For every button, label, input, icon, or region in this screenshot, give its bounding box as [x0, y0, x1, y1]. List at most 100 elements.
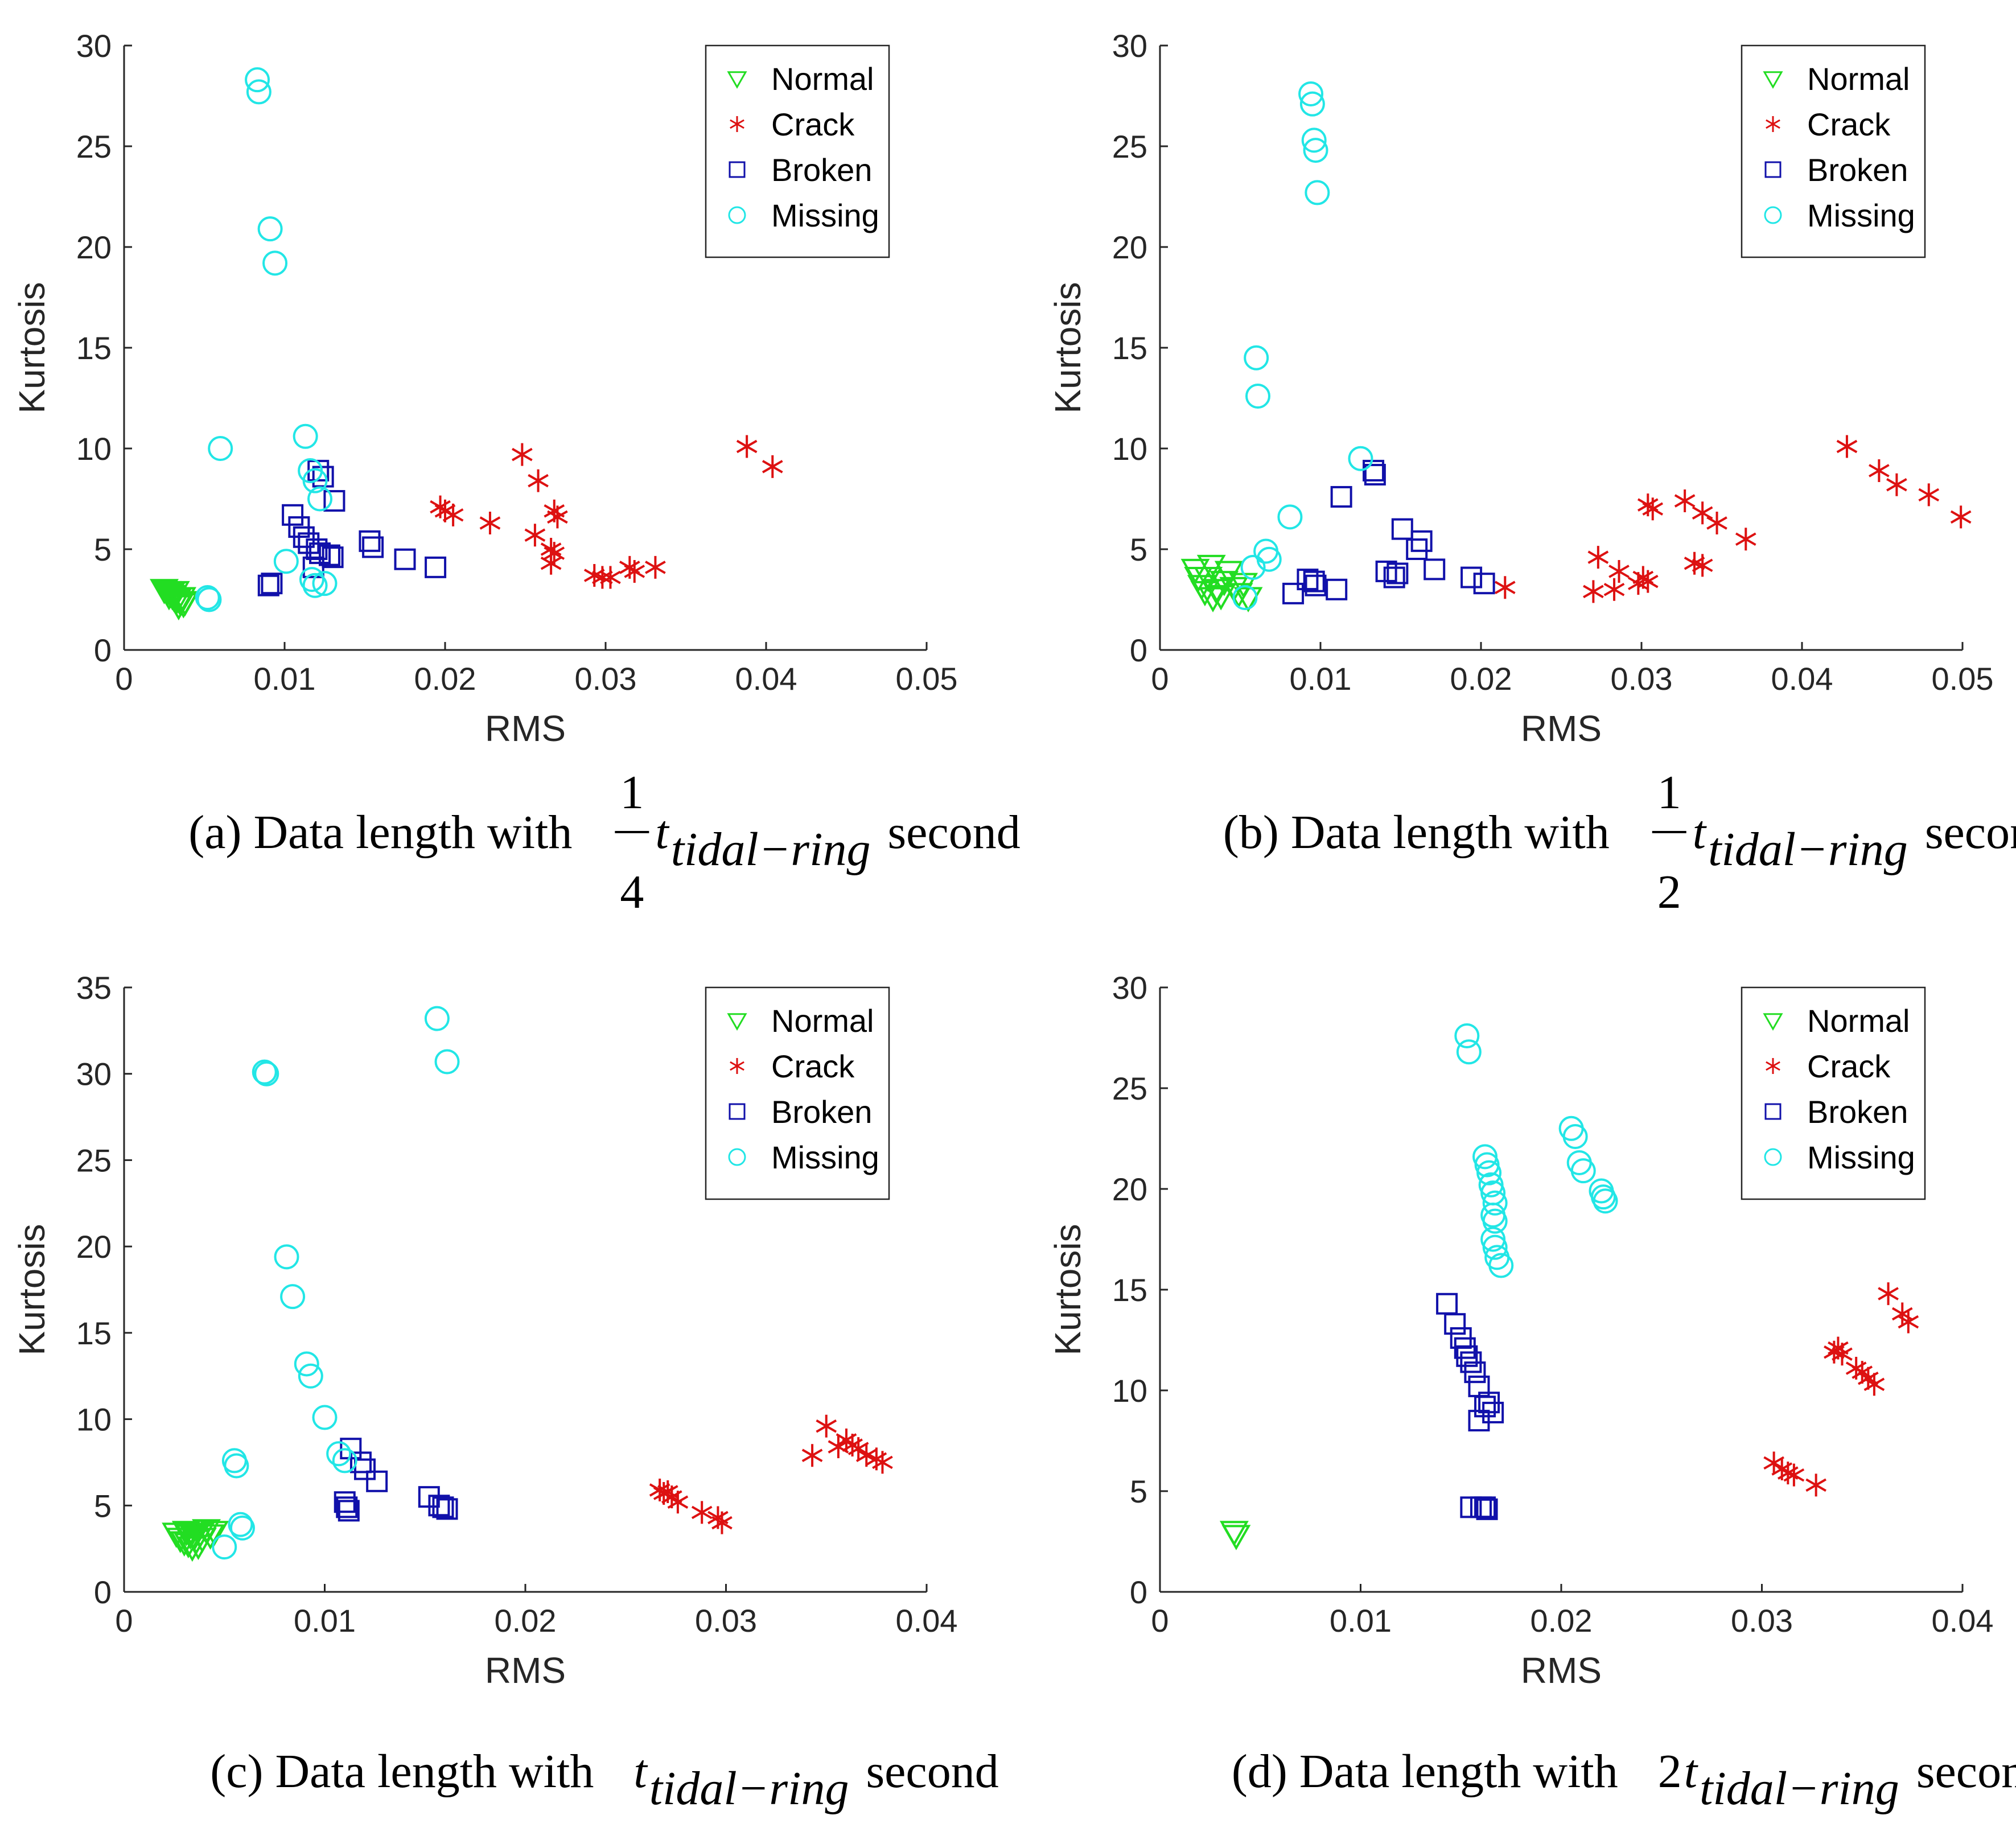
- data-point-missing: [195, 585, 220, 610]
- y-tick-label: 0: [94, 1574, 112, 1610]
- caption-subscript: tidal−ring: [649, 1762, 849, 1815]
- data-point-missing: [224, 1453, 249, 1479]
- x-axis-title: RMS: [1521, 1650, 1602, 1691]
- data-point-normal: [1180, 558, 1210, 585]
- data-point-broken: [306, 538, 328, 560]
- data-point-normal: [162, 589, 192, 615]
- series-normal: [150, 579, 200, 621]
- data-point-missing: [1299, 91, 1325, 117]
- data-point-crack: [1692, 501, 1713, 525]
- y-tick-label: 10: [1112, 1373, 1147, 1409]
- data-point-broken: [1436, 1293, 1458, 1315]
- y-tick-label: 25: [1112, 129, 1147, 164]
- data-point-broken: [293, 526, 315, 548]
- data-point-broken: [257, 574, 279, 596]
- data-point-normal: [170, 591, 200, 617]
- legend-label-broken: Broken: [771, 152, 872, 188]
- data-point-missing: [1474, 1152, 1500, 1178]
- y-axis-title: Kurtosis: [1047, 1224, 1088, 1355]
- legend-label-normal: Normal: [1807, 61, 1910, 97]
- legend-label-normal: Normal: [1807, 1003, 1910, 1039]
- data-point-normal: [174, 1533, 203, 1559]
- legend-label-missing: Missing: [1807, 197, 1915, 233]
- y-tick-label: 5: [1130, 1473, 1147, 1509]
- series-crack: [430, 435, 783, 589]
- data-point-crack: [1494, 576, 1516, 599]
- caption-subscript: tidal−ring: [1708, 823, 1908, 876]
- scatter-panel-2: 0 0.01 0.02 0.03 0.04 0.05 0 5 10 15 20 25 30 RMS Kurt…: [1047, 28, 1994, 749]
- data-point-missing: [1570, 1158, 1596, 1184]
- x-tick-label: 0.04: [1771, 661, 1833, 697]
- data-point-broken: [1303, 570, 1325, 592]
- y-tick-label: 0: [1130, 1574, 1147, 1610]
- data-point-broken: [1454, 1337, 1476, 1359]
- legend-label-normal: Normal: [771, 61, 874, 97]
- data-point-missing: [1591, 1184, 1616, 1210]
- data-point-missing: [326, 1441, 352, 1467]
- data-point-missing: [252, 1059, 277, 1085]
- x-tick-label: 0.01: [1290, 661, 1352, 697]
- data-point-missing: [1244, 345, 1269, 371]
- data-point-broken: [1476, 1498, 1498, 1520]
- data-point-crack: [667, 1491, 689, 1514]
- data-point-broken: [1410, 530, 1433, 552]
- data-point-crack: [479, 511, 501, 534]
- data-point-broken: [1305, 574, 1327, 596]
- data-point-broken: [1423, 558, 1446, 581]
- fraction-denominator: 2: [1657, 866, 1681, 919]
- data-point-crack: [1898, 1310, 1919, 1333]
- y-tick-label: 25: [76, 129, 112, 164]
- legend-marker-broken: [729, 1103, 746, 1120]
- caption-variable: t: [633, 1745, 648, 1798]
- data-point-crack: [762, 455, 783, 478]
- y-tick-label: 5: [94, 1488, 112, 1524]
- data-point-missing: [1482, 1190, 1508, 1216]
- data-point-missing: [294, 1351, 319, 1377]
- data-point-missing: [1456, 1039, 1482, 1065]
- y-tick-label: 25: [76, 1142, 112, 1178]
- caption-variable: t: [1693, 806, 1708, 859]
- data-point-crack: [1783, 1463, 1805, 1487]
- data-point-crack: [1878, 1282, 1899, 1306]
- data-point-crack: [1583, 580, 1604, 603]
- series-broken: [1436, 1293, 1504, 1520]
- data-point-missing: [229, 1515, 255, 1541]
- data-point-crack: [736, 435, 758, 458]
- x-tick-label: 0.05: [1932, 661, 1994, 697]
- data-point-crack: [1863, 1373, 1885, 1396]
- caption-prefix: (c) Data length with: [210, 1745, 594, 1798]
- y-tick-label: 20: [76, 1229, 112, 1265]
- x-tick-label: 0.02: [495, 1603, 557, 1639]
- data-point-broken: [1468, 1410, 1490, 1432]
- data-point-missing: [280, 1284, 306, 1310]
- fraction-numerator: 1: [620, 766, 644, 819]
- caption-subscript: tidal−ring: [1700, 1762, 1899, 1815]
- series-crack: [1494, 435, 1972, 603]
- data-point-crack: [1918, 483, 1940, 507]
- legend-label-crack: Crack: [771, 106, 855, 142]
- data-point-missing: [212, 1534, 237, 1560]
- x-tick-label: 0.02: [1530, 1603, 1593, 1639]
- series-normal: [1180, 554, 1263, 612]
- data-point-broken: [359, 530, 381, 552]
- data-point-missing: [273, 549, 299, 574]
- legend-marker-missing: [1764, 206, 1782, 224]
- data-point-missing: [1256, 546, 1282, 572]
- data-point-crack: [524, 524, 546, 547]
- scatter-panel-4: 0 0.01 0.02 0.03 0.04 0 5 10 15 20 25 30 RMS Kurtosis…: [1047, 970, 1994, 1691]
- x-tick-label: 0.01: [1330, 1603, 1392, 1639]
- y-tick-label: 10: [76, 431, 112, 467]
- caption-prefix: (b) Data length with: [1223, 806, 1610, 859]
- data-point-crack: [1950, 505, 1972, 529]
- legend: Normal Crack Broken Missing: [705, 44, 890, 258]
- legend-marker-crack: [730, 116, 744, 132]
- data-point-crack: [872, 1451, 893, 1474]
- data-point-missing: [1240, 554, 1266, 580]
- legend-marker-broken: [729, 161, 746, 178]
- caption-suffix: second: [866, 1745, 998, 1798]
- data-point-broken: [428, 1495, 450, 1517]
- legend-box: [705, 986, 890, 1200]
- y-tick-label: 30: [1112, 970, 1147, 1006]
